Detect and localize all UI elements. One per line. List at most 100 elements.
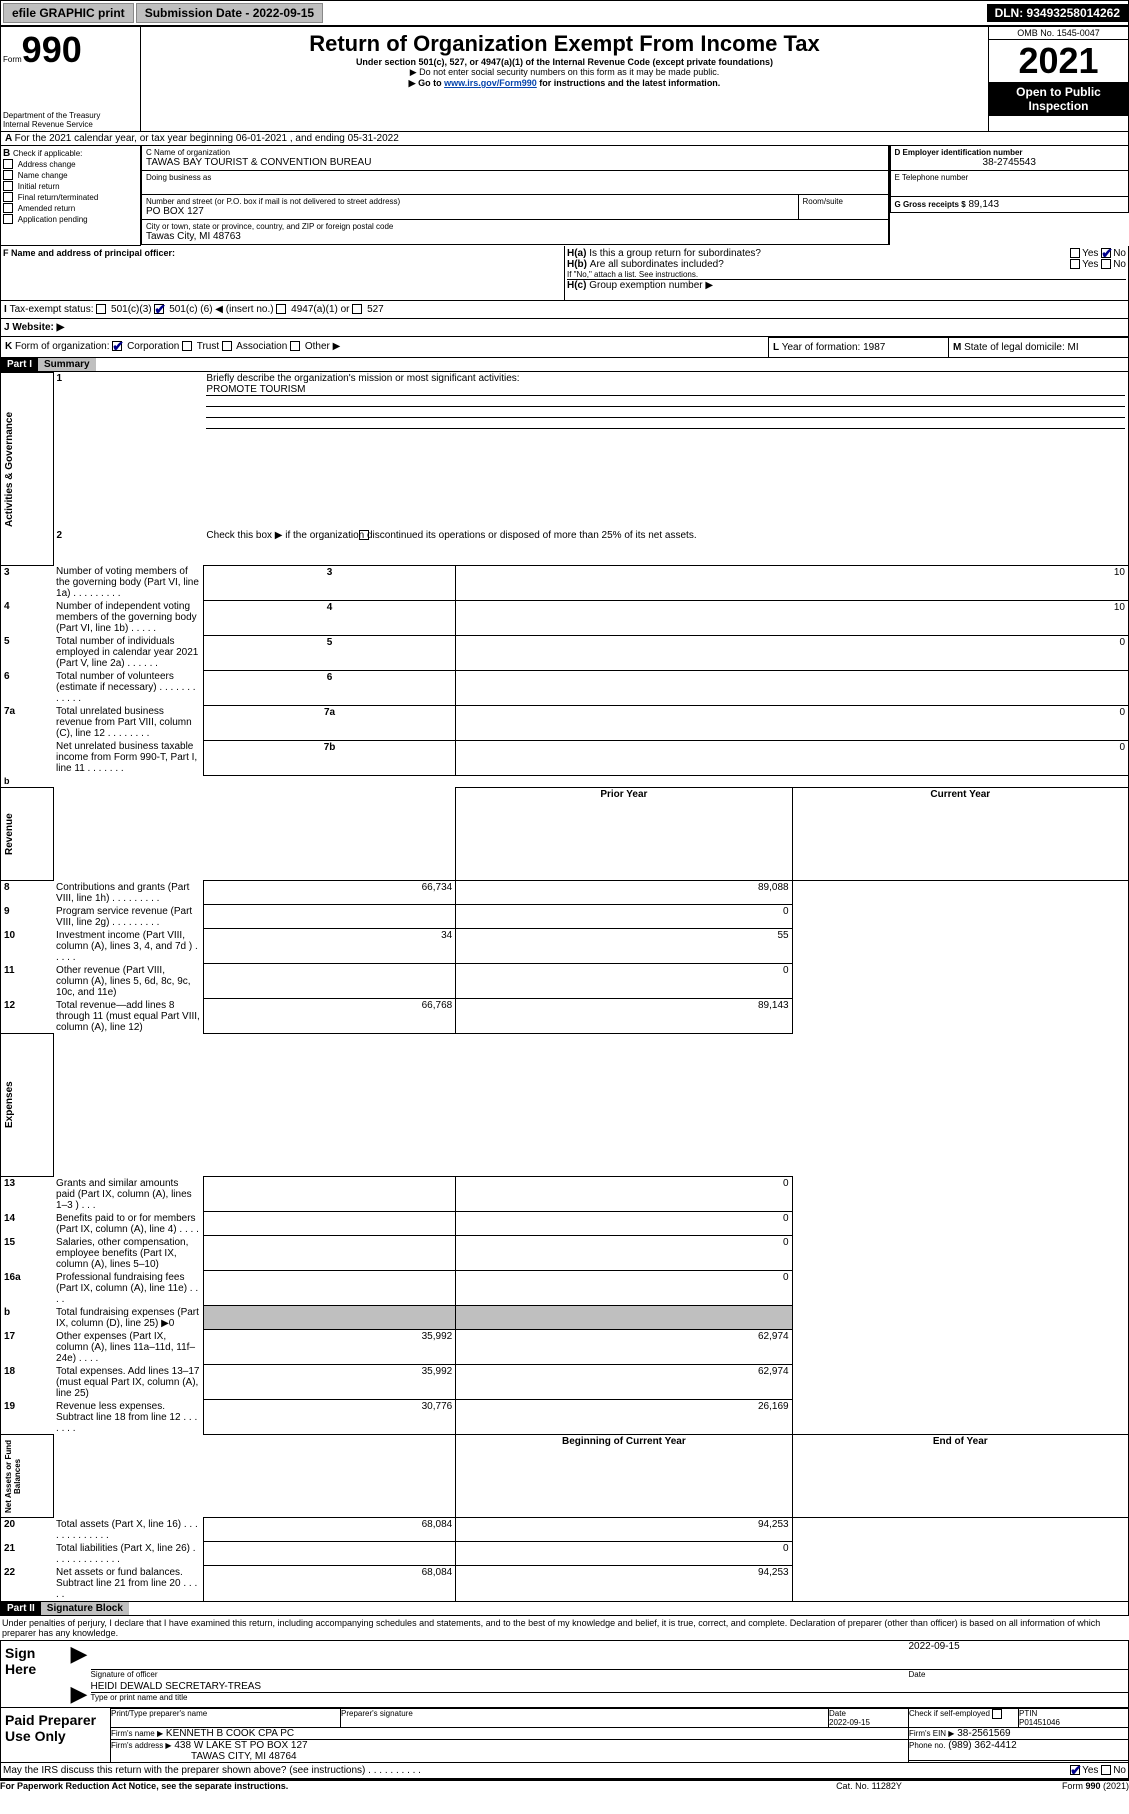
b-label: Check if applicable:: [13, 149, 82, 158]
no-label: No: [1113, 248, 1126, 259]
top-bar: efile GRAPHIC print Submission Date - 20…: [0, 0, 1129, 26]
yes-label2: Yes: [1082, 259, 1098, 270]
paid-prep-label: Paid Preparer Use Only: [5, 1712, 106, 1744]
ha-yes[interactable]: [1070, 248, 1080, 258]
lbl-501c-pre: 501(c) (: [169, 304, 203, 315]
q2-box[interactable]: [359, 530, 369, 540]
dba-label: Doing business as: [146, 173, 884, 182]
ssn-note: ▶ Do not enter social security numbers o…: [145, 67, 984, 78]
firm-ein: 38-2561569: [957, 1728, 1010, 1739]
b-opt-label: Final return/terminated: [18, 193, 98, 202]
hb-text: Are all subordinates included?: [590, 259, 724, 270]
f-h-block: F Name and address of principal officer:…: [0, 246, 1129, 301]
part-i-title: Summary: [38, 358, 96, 371]
identity-block: B Check if applicable: Address change Na…: [0, 146, 1129, 246]
c-name-label: C Name of organization: [146, 148, 884, 157]
g-label: G Gross receipts $: [895, 200, 966, 209]
b-opt-label: Application pending: [18, 215, 88, 224]
discuss-yes-label: Yes: [1082, 1765, 1098, 1776]
discuss-yes[interactable]: [1070, 1765, 1080, 1775]
l-value: 1987: [863, 342, 885, 353]
col-current: Current Year: [792, 788, 1128, 881]
dln: DLN: 93493258014262: [987, 4, 1128, 22]
j-label: Website: ▶: [12, 322, 64, 333]
hc-text: Group exemption number ▶: [589, 280, 713, 291]
b-opt-box[interactable]: [3, 181, 13, 191]
b-opt-label: Amended return: [18, 204, 75, 213]
paid-preparer-block: Paid Preparer Use Only Print/Type prepar…: [0, 1708, 1129, 1763]
no-label2: No: [1113, 259, 1126, 270]
i-label: Tax-exempt status:: [10, 304, 94, 315]
hb-yes[interactable]: [1070, 259, 1080, 269]
paperwork-note: For Paperwork Reduction Act Notice, see …: [0, 1780, 769, 1791]
k-opt-label: Trust: [197, 341, 219, 352]
city: Tawas City, MI 48763: [146, 231, 884, 242]
b-opt-label: Address change: [18, 160, 76, 169]
b-opt-box[interactable]: [3, 192, 13, 202]
yes-label: Yes: [1082, 248, 1098, 259]
pt-date-label: Date: [829, 1709, 846, 1718]
lbl-4947: 4947(a)(1) or: [291, 304, 349, 315]
hb-no[interactable]: [1101, 259, 1111, 269]
omb-number: OMB No. 1545-0047: [989, 27, 1128, 40]
goto-post: for instructions and the latest informat…: [537, 78, 721, 88]
i-501c[interactable]: [154, 304, 164, 314]
self-emp-box[interactable]: [992, 1709, 1002, 1719]
ha-no[interactable]: [1101, 248, 1111, 258]
room-label: Room/suite: [803, 197, 884, 206]
form-foot-num: 990: [1085, 1781, 1100, 1791]
part-ii-header: Part II: [1, 1602, 41, 1615]
firm-addr1: 438 W LAKE ST PO BOX 127: [174, 1740, 307, 1751]
pt-name-label: Print/Type preparer's name: [111, 1708, 341, 1727]
q1: Briefly describe the organization's miss…: [206, 373, 519, 384]
b-opt-box[interactable]: [3, 170, 13, 180]
form-word: Form: [3, 55, 22, 64]
k-label: Form of organization:: [15, 341, 110, 352]
ptin-label: PTIN: [1019, 1709, 1037, 1718]
firm-name-label: Firm's name ▶: [111, 1729, 163, 1738]
col-begin: Beginning of Current Year: [456, 1435, 792, 1518]
pt-sig-label: Preparer's signature: [341, 1708, 829, 1727]
org-name: TAWAS BAY TOURIST & CONVENTION BUREAU: [146, 157, 884, 168]
firm-phone: (989) 362-4412: [948, 1740, 1016, 1751]
k-opt-box[interactable]: [222, 341, 232, 351]
part-ii-title: Signature Block: [41, 1602, 129, 1615]
discuss-no-label: No: [1113, 1765, 1126, 1776]
m-label: State of legal domicile:: [964, 342, 1065, 353]
sig-officer-label: Signature of officer: [91, 1670, 909, 1681]
k-opt-box[interactable]: [112, 341, 122, 351]
side-ag: Activities & Governance: [4, 374, 15, 564]
perjury-text: Under penalties of perjury, I declare th…: [0, 1616, 1129, 1640]
discuss-no[interactable]: [1101, 1765, 1111, 1775]
tax-year-line: For the 2021 calendar year, or tax year …: [15, 133, 399, 144]
sig-date-label: Date: [909, 1670, 1129, 1681]
dept-treasury: Department of the Treasury: [3, 111, 138, 120]
k-opt-label: Other ▶: [305, 341, 340, 352]
col-prior: Prior Year: [456, 788, 792, 881]
ein: 38-2745543: [895, 157, 1125, 168]
k-opt-box[interactable]: [182, 341, 192, 351]
form-title: Return of Organization Exempt From Incom…: [145, 31, 984, 57]
i-4947[interactable]: [276, 304, 286, 314]
form990-link[interactable]: www.irs.gov/Form990: [444, 78, 537, 88]
lbl-501c-post: ) ◀ (insert no.): [209, 304, 273, 315]
tax-year: 2021: [989, 40, 1128, 82]
side-exp: Expenses: [4, 1035, 15, 1175]
k-opt-box[interactable]: [290, 341, 300, 351]
side-na: Net Assets or Fund Balances: [4, 1436, 22, 1516]
efile-print-button[interactable]: efile GRAPHIC print: [3, 3, 134, 23]
lbl-501c3: 501(c)(3): [111, 304, 152, 315]
i-527[interactable]: [352, 304, 362, 314]
form-number: 990: [22, 29, 82, 70]
i-501c3[interactable]: [96, 304, 106, 314]
street-label: Number and street (or P.O. box if mail i…: [146, 197, 794, 206]
sig-date-val: 2022-09-15: [909, 1640, 1129, 1670]
k-opt-label: Corporation: [127, 341, 179, 352]
b-opt-box[interactable]: [3, 159, 13, 169]
b-opt-box[interactable]: [3, 214, 13, 224]
b-opt-box[interactable]: [3, 203, 13, 213]
pt-date-val: 2022-09-15: [829, 1718, 870, 1727]
firm-addr-label: Firm's address ▶: [111, 1741, 172, 1750]
part-i-header: Part I: [1, 358, 38, 371]
sign-here-block: Sign Here ▶ 2022-09-15 Signature of offi…: [0, 1640, 1129, 1708]
